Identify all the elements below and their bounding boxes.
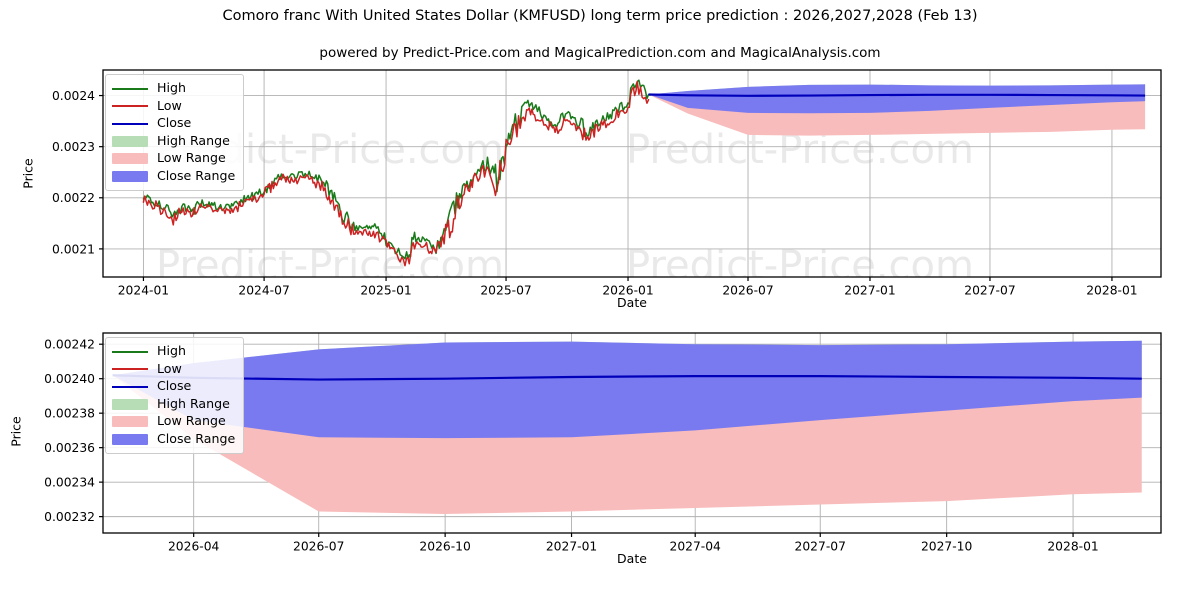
x-tick-label: 2024-07: [238, 284, 289, 298]
legend-swatch-high-icon: [112, 82, 148, 96]
legend-label: Close: [157, 378, 192, 394]
forecast-plot-svg: Predict-Price.comPredict-Price.com0.0023…: [44, 332, 1162, 554]
forecast-bands: [648, 84, 1146, 136]
x-tick-label: 2025-01: [360, 284, 411, 298]
legend-label: Close Range: [157, 167, 236, 183]
legend-label: High: [157, 343, 186, 359]
high-line: [142, 79, 650, 260]
legend-swatch-low-range-icon: [112, 416, 148, 428]
legend-swatch-low-range-icon: [112, 153, 148, 165]
legend-label: High: [157, 80, 186, 96]
y-axis-label-top: Price: [20, 158, 36, 189]
chart-panel-history: Predict-Price.com Predict-Price.com Predic…: [0, 60, 1200, 320]
legend-item-close-range: Close Range: [112, 168, 235, 186]
legend-item-low-range: Low Range: [112, 413, 235, 431]
axes-frame: [102, 332, 1162, 534]
x-tick-label: 2027-07: [964, 284, 1015, 298]
legend-top: High Low Close High Range Low Range Close Ran…: [105, 74, 245, 191]
forecast-bands: [112, 340, 1142, 515]
legend-swatch-close-icon: [112, 117, 148, 131]
x-tick-label: 2028-01: [1086, 284, 1137, 298]
legend-item-low: Low: [112, 98, 235, 116]
x-tick-label: 2026-04: [168, 540, 220, 554]
legend-label: High Range: [157, 395, 230, 411]
y-tick-label: 0.0023: [52, 140, 95, 154]
y-tick-label: 0.00240: [44, 372, 95, 386]
x-tick-label: 2025-07: [480, 284, 531, 298]
legend-item-close: Close: [112, 115, 235, 133]
legend-bottom: High Low Close High Range Low Range Close Ran…: [105, 337, 245, 454]
legend-label: Low Range: [157, 150, 226, 166]
legend-item-high-range: High Range: [112, 396, 235, 414]
history-plot-svg: Predict-Price.com Predict-Price.comPredic…: [52, 69, 1162, 298]
legend-label: Low: [157, 97, 182, 113]
legend-label: Close Range: [157, 430, 236, 446]
y-tick-label: 0.00242: [44, 338, 95, 352]
legend-item-low: Low: [112, 361, 235, 379]
close-line: [648, 93, 1146, 97]
y-axis-label-bottom: Price: [8, 416, 24, 447]
x-tick-label: 2027-01: [844, 284, 895, 298]
y-tick-label: 0.0024: [52, 89, 95, 103]
legend-swatch-high-range-icon: [112, 398, 148, 410]
x-tick-label: 2028-01: [1047, 540, 1098, 554]
y-tick-label: 0.0021: [52, 242, 95, 256]
close-line: [112, 374, 1142, 381]
legend-swatch-close-range-icon: [112, 433, 148, 445]
page-title: Comoro franc With United States Dollar (…: [222, 8, 978, 24]
x-tick-label: 2027-10: [921, 540, 972, 554]
legend-item-high: High: [112, 343, 235, 361]
x-tick-label: 2027-04: [670, 540, 722, 554]
axes-frame: [102, 69, 1162, 278]
x-tick-label: 2027-01: [546, 540, 597, 554]
legend-label: Close: [157, 115, 192, 131]
y-tick-label: 0.0022: [52, 191, 95, 205]
legend-item-high-range: High Range: [112, 133, 235, 151]
history-series: [142, 79, 650, 267]
legend-label: Low: [157, 360, 182, 376]
legend-swatch-high-range-icon: [112, 135, 148, 147]
svg-text:Predict-Price.com: Predict-Price.com: [626, 243, 974, 289]
x-tick-label: 2026-07: [722, 284, 773, 298]
close-range-band: [112, 340, 1142, 439]
x-tick-label: 2026-07: [293, 540, 344, 554]
y-tick-label: 0.00232: [44, 510, 95, 524]
legend-label: High Range: [157, 132, 230, 148]
x-tick-label: 2026-10: [419, 540, 470, 554]
legend-swatch-low-icon: [112, 99, 148, 113]
legend-item-low-range: Low Range: [112, 150, 235, 168]
y-tick-label: 0.00236: [44, 441, 95, 455]
close-range-band: [648, 84, 1146, 114]
x-tick-label: 2027-07: [795, 540, 846, 554]
legend-item-close-range: Close Range: [112, 431, 235, 449]
x-axis-label-bottom: Date: [617, 551, 647, 566]
legend-swatch-high-icon: [112, 345, 148, 359]
x-tick-label: 2024-01: [118, 284, 169, 298]
legend-swatch-close-range-icon: [112, 170, 148, 182]
legend-item-high: High: [112, 80, 235, 98]
legend-swatch-close-icon: [112, 380, 148, 394]
y-tick-label: 0.00234: [44, 476, 95, 490]
axis-ticks: 0.00232 0.00234 0.00236 0.00238 0.00240 0.002…: [44, 338, 1099, 554]
axis-ticks: 0.0021 0.0022 0.0023 0.0024 2024-01 2024-07 20…: [52, 89, 1138, 298]
low-line: [142, 80, 650, 267]
chart-panel-forecast: Predict-Price.comPredict-Price.com0.0023…: [0, 320, 1200, 600]
x-axis-label-top: Date: [617, 295, 647, 310]
legend-item-close: Close: [112, 378, 235, 396]
legend-label: Low Range: [157, 413, 226, 429]
y-tick-label: 0.00238: [44, 407, 95, 421]
svg-text:Predict-Price.com: Predict-Price.com: [156, 243, 504, 289]
x-tick-label: 2026-01: [602, 284, 653, 298]
page-subtitle: powered by Predict-Price.com and Magical…: [319, 45, 881, 61]
legend-swatch-low-icon: [112, 362, 148, 376]
